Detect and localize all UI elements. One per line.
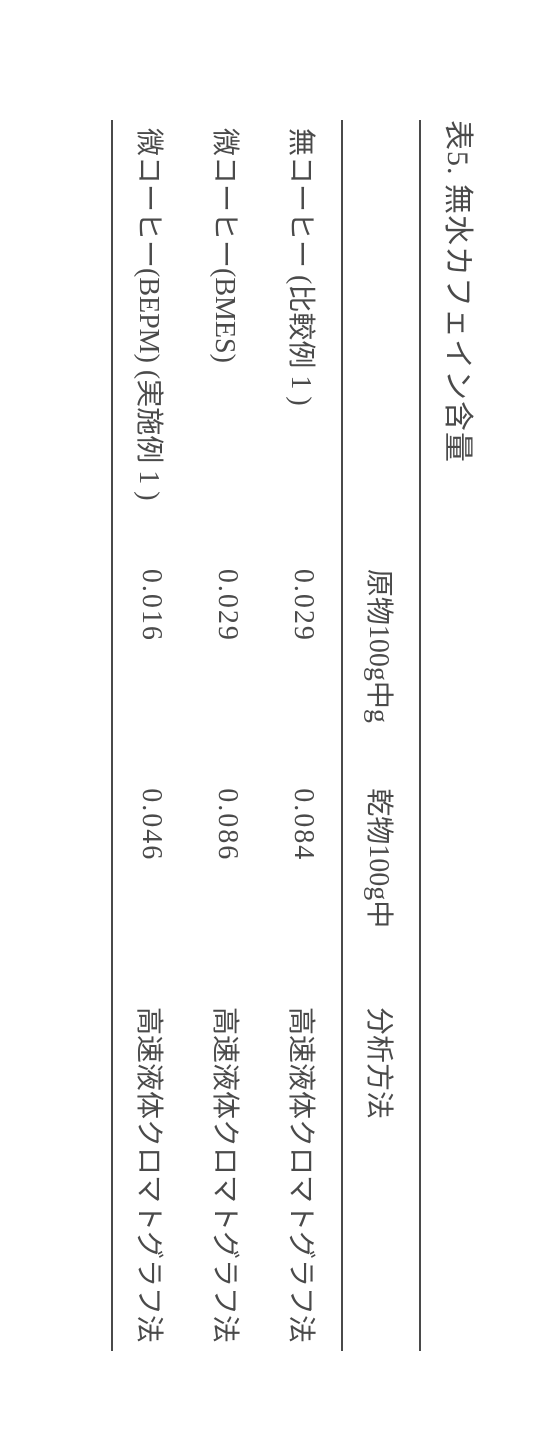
- cell-sample: 微コーヒー(BMES): [189, 120, 265, 561]
- table-header-row: 原物100g中g 乾物100g中 分析方法: [342, 120, 420, 1351]
- table-row: 微コーヒー(BMES) 0.029 0.086 高速液体クロマトグラフ法: [189, 120, 265, 1351]
- table-row: 微コーヒー(BEPM) (実施例 1 ) 0.016 0.046 高速液体クロマ…: [112, 120, 189, 1351]
- page: 表5. 無水カフェイン含量 原物100g中g 乾物100g中 分析方法 無コーヒ…: [0, 0, 543, 1441]
- cell-method: 高速液体クロマトグラフ法: [189, 999, 265, 1351]
- header-method: 分析方法: [342, 999, 420, 1351]
- cell-dry: 0.086: [189, 780, 265, 999]
- cell-dry: 0.084: [265, 780, 342, 999]
- caffeine-table: 原物100g中g 乾物100g中 分析方法 無コーヒー (比較例 1 ) 0.0…: [111, 120, 421, 1351]
- cell-sample: 微コーヒー(BEPM) (実施例 1 ): [112, 120, 189, 561]
- cell-sample: 無コーヒー (比較例 1 ): [265, 120, 342, 561]
- cell-raw: 0.029: [265, 561, 342, 780]
- table-row: 無コーヒー (比較例 1 ) 0.029 0.084 高速液体クロマトグラフ法: [265, 120, 342, 1351]
- cell-raw: 0.029: [189, 561, 265, 780]
- cell-dry: 0.046: [112, 780, 189, 999]
- header-sample: [342, 120, 420, 561]
- cell-method: 高速液体クロマトグラフ法: [112, 999, 189, 1351]
- cell-raw: 0.016: [112, 561, 189, 780]
- table-caption: 表5. 無水カフェイン含量: [439, 120, 483, 1351]
- header-raw: 原物100g中g: [342, 561, 420, 780]
- header-dry: 乾物100g中: [342, 780, 420, 999]
- cell-method: 高速液体クロマトグラフ法: [265, 999, 342, 1351]
